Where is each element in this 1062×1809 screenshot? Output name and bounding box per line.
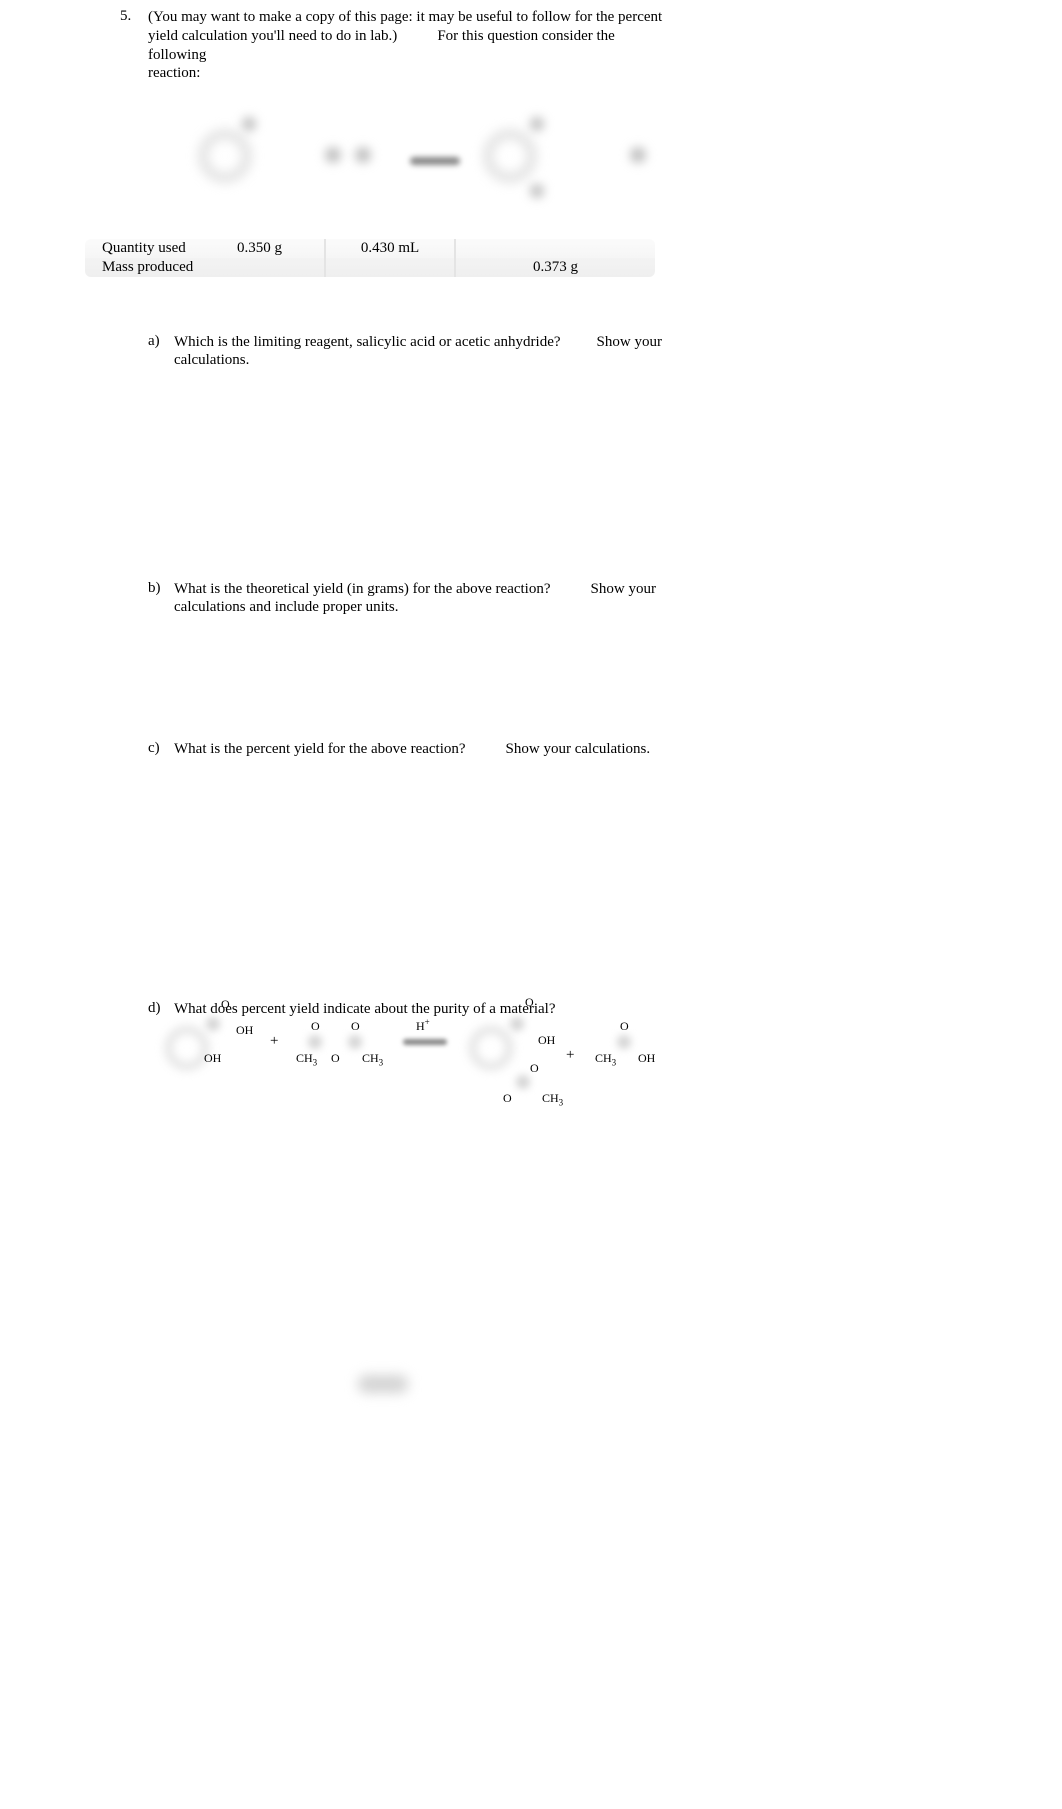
part-c-text: What is the percent yield for the above … xyxy=(174,741,466,757)
part-c-body: What is the percent yield for the above … xyxy=(174,740,674,758)
chem-label-CH3: CH3 xyxy=(542,1091,563,1107)
sub-questions: a) Which is the limiting reagent, salicy… xyxy=(0,333,1062,1019)
chem-label-O: O xyxy=(620,1019,629,1034)
q-line1: (You may want to make a copy of this pag… xyxy=(148,9,662,25)
part-a-letter: a) xyxy=(148,333,160,350)
part-b: b) What is the theoretical yield (in gra… xyxy=(148,580,674,617)
part-a: a) Which is the limiting reagent, salicy… xyxy=(148,333,674,370)
chem-label-O: O xyxy=(525,995,534,1010)
chem-label-OH: OH xyxy=(236,1023,253,1038)
part-b-line2: calculations and include proper units. xyxy=(174,599,399,615)
reaction-scheme-top xyxy=(170,109,680,229)
chem-label-CH3: CH3 xyxy=(296,1051,317,1067)
table-row: Quantity used 0.350 g 0.430 mL xyxy=(85,239,655,258)
plus-sign: + xyxy=(270,1033,278,1050)
footer-blur xyxy=(358,1375,408,1393)
q-line2a: yield calculation you'll need to do in l… xyxy=(148,28,397,44)
document-page: 5. (You may want to make a copy of this … xyxy=(0,8,1062,1019)
chem-label-O: O xyxy=(331,1051,340,1066)
part-d: d) What does percent yield indicate abou… xyxy=(148,1000,674,1018)
data-table-wrap: Quantity used 0.350 g 0.430 mL Mass prod… xyxy=(85,239,1062,277)
part-a-tail: Show your xyxy=(597,334,662,350)
chem-label-CH3: CH3 xyxy=(595,1051,616,1067)
row1-val3 xyxy=(455,239,655,258)
row2-val2 xyxy=(325,258,455,277)
part-c-letter: c) xyxy=(148,740,160,757)
q-line3: reaction: xyxy=(148,65,200,81)
table-row: Mass produced 0.373 g xyxy=(85,258,655,277)
chem-label-O: O xyxy=(221,997,230,1012)
row2-val3: 0.373 g xyxy=(455,258,655,277)
data-table: Quantity used 0.350 g 0.430 mL Mass prod… xyxy=(85,239,655,277)
plus-sign: + xyxy=(566,1047,574,1064)
chem-label-O: O xyxy=(351,1019,360,1034)
chem-label-CH3: CH3 xyxy=(362,1051,383,1067)
part-b-text: What is the theoretical yield (in grams)… xyxy=(174,581,551,597)
row1-val1: 0.350 g xyxy=(195,239,325,258)
row2-label: Mass produced xyxy=(85,258,195,277)
chem-label-Hplus: H+ xyxy=(416,1017,430,1034)
part-a-body: Which is the limiting reagent, salicylic… xyxy=(174,333,674,370)
part-a-text: Which is the limiting reagent, salicylic… xyxy=(174,334,561,350)
question-number: 5. xyxy=(120,8,131,25)
reaction-scheme-bottom: O OH OH + O O CH3 O CH3 H+ O OH xyxy=(158,1005,668,1115)
row1-val2: 0.430 mL xyxy=(325,239,455,258)
part-b-tail: Show your xyxy=(591,581,656,597)
chem-label-O: O xyxy=(530,1061,539,1076)
row2-val1 xyxy=(195,258,325,277)
part-c: c) What is the percent yield for the abo… xyxy=(148,740,674,758)
chem-label-O: O xyxy=(503,1091,512,1106)
part-a-line2: calculations. xyxy=(174,352,249,368)
chem-label-OH: OH xyxy=(538,1033,555,1048)
question-intro: (You may want to make a copy of this pag… xyxy=(148,8,674,83)
chem-label-OH: OH xyxy=(638,1051,655,1066)
row1-label: Quantity used xyxy=(85,239,195,258)
part-b-body: What is the theoretical yield (in grams)… xyxy=(174,580,674,617)
part-c-tail: Show your calculations. xyxy=(506,741,651,757)
part-b-letter: b) xyxy=(148,580,161,597)
chem-label-O: O xyxy=(311,1019,320,1034)
chem-label-OH: OH xyxy=(204,1051,221,1066)
